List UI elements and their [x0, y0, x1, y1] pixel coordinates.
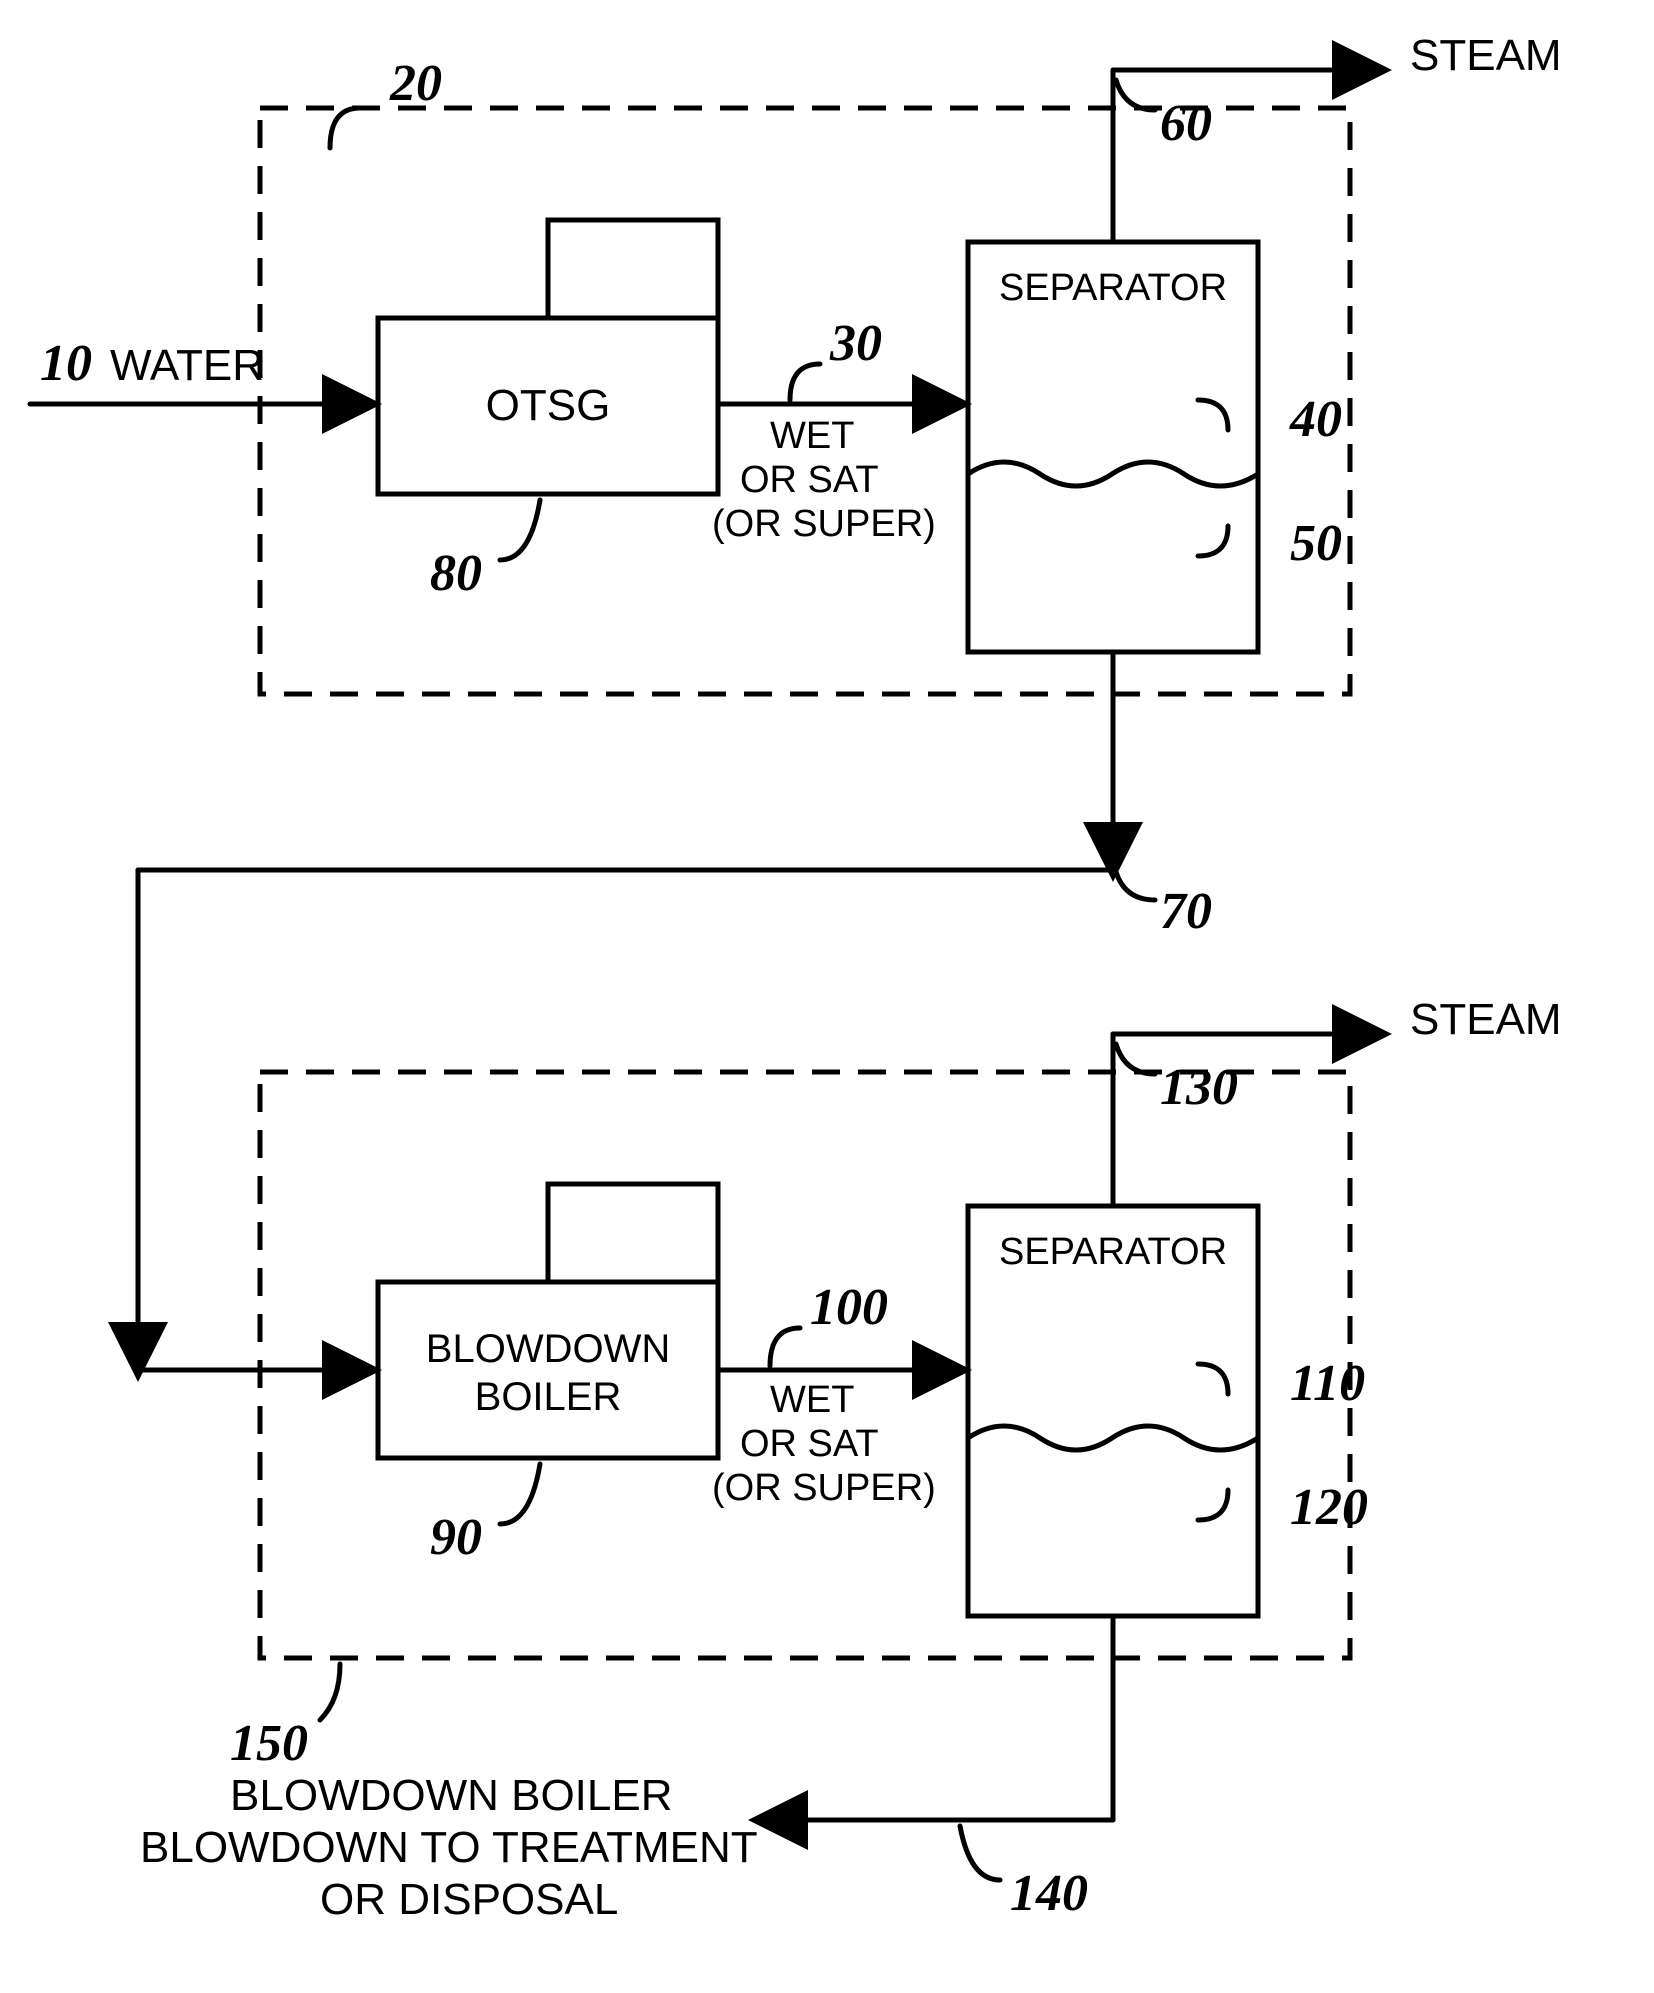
label-wet1-l1: WET — [770, 415, 854, 457]
ref-10: 10 — [40, 335, 92, 392]
label-disposal-l2: BLOWDOWN TO TREATMENT — [140, 1823, 758, 1872]
ref-70: 70 — [1160, 883, 1212, 940]
label-wet1-l3: (OR SUPER) — [712, 503, 936, 545]
separator-upper-label: SEPARATOR — [999, 267, 1227, 309]
steam-out-upper-edge — [1113, 70, 1380, 242]
separator-lower: SEPARATOR — [968, 1206, 1258, 1616]
label-water: WATER — [110, 341, 264, 390]
blowdown-boiler-label-l2: BOILER — [475, 1375, 622, 1419]
ref-110: 110 — [1290, 1355, 1365, 1412]
ref-90: 90 — [430, 1509, 482, 1566]
steam-out-lower-edge — [1113, 1034, 1380, 1206]
ref-140: 140 — [1010, 1865, 1088, 1922]
otsg-block: OTSG — [378, 220, 718, 494]
blowdown-boiler-label-l1: BLOWDOWN — [426, 1327, 670, 1371]
label-steam2: STEAM — [1410, 995, 1562, 1044]
system-boundary-lower — [260, 1072, 1350, 1658]
ref-50: 50 — [1290, 515, 1342, 572]
ref-150: 150 — [230, 1715, 308, 1772]
ref-60: 60 — [1160, 95, 1212, 152]
label-disposal-l1: BLOWDOWN BOILER — [230, 1771, 673, 1820]
ref-130: 130 — [1160, 1059, 1238, 1116]
otsg-label: OTSG — [486, 381, 611, 430]
system-boundary-upper — [260, 108, 1350, 694]
ref-20: 20 — [389, 55, 442, 112]
label-wet1-l2: OR SAT — [740, 459, 879, 501]
process-diagram: OTSG SEPARATOR BLOWDOWN BOILER SE — [0, 0, 1654, 1993]
ref-100: 100 — [810, 1279, 888, 1336]
blowdown-boiler-block: BLOWDOWN BOILER — [378, 1184, 718, 1458]
label-wet2-l1: WET — [770, 1379, 854, 1421]
ref-40: 40 — [1289, 391, 1342, 448]
label-disposal-l3: OR DISPOSAL — [320, 1875, 618, 1924]
separator-upper: SEPARATOR — [968, 242, 1258, 652]
disposal-edge — [760, 1616, 1113, 1820]
ref-120: 120 — [1290, 1479, 1368, 1536]
separator-lower-label: SEPARATOR — [999, 1231, 1227, 1273]
ref-80: 80 — [430, 545, 482, 602]
label-wet2-l3: (OR SUPER) — [712, 1467, 936, 1509]
label-steam1: STEAM — [1410, 31, 1562, 80]
ref-30: 30 — [829, 315, 882, 372]
label-wet2-l2: OR SAT — [740, 1423, 879, 1465]
